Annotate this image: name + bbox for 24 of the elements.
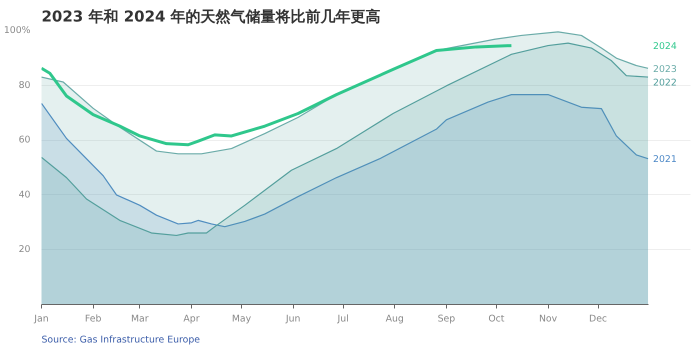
x-tick-label: Jun <box>284 314 300 324</box>
line-series <box>42 44 513 146</box>
x-tick-label: Sep <box>438 314 456 324</box>
y-tick-label: 80 <box>18 80 31 91</box>
y-tick-label: 100% <box>4 25 31 36</box>
series-label: 2022 <box>653 78 677 89</box>
series-label: 2021 <box>653 154 677 166</box>
x-tick-label: Jan <box>33 314 49 324</box>
x-tick-label: Dec <box>589 314 608 324</box>
chart-title: 2023 年和 2024 年的天然气储量将比前几年更高 <box>42 8 381 26</box>
y-tick-label: 60 <box>18 134 31 146</box>
x-tick-label: Mar <box>131 314 149 324</box>
x-tick-label: Aug <box>386 314 404 324</box>
x-tick-label: Nov <box>538 314 558 324</box>
text: 2024 <box>653 41 677 52</box>
x-tick-label: Oct <box>488 314 505 324</box>
y-tick-label: 20 <box>18 244 31 256</box>
series-label: 2023 <box>653 64 677 75</box>
x-tick-label: Apr <box>183 314 200 324</box>
y-tick-label: 40 <box>18 189 31 200</box>
x-tick-label: Feb <box>84 314 102 324</box>
source-note: Source: Gas Infrastructure Europe <box>42 334 200 346</box>
x-tick-label: Jul <box>336 314 349 324</box>
x-tick-label: May <box>232 314 252 324</box>
